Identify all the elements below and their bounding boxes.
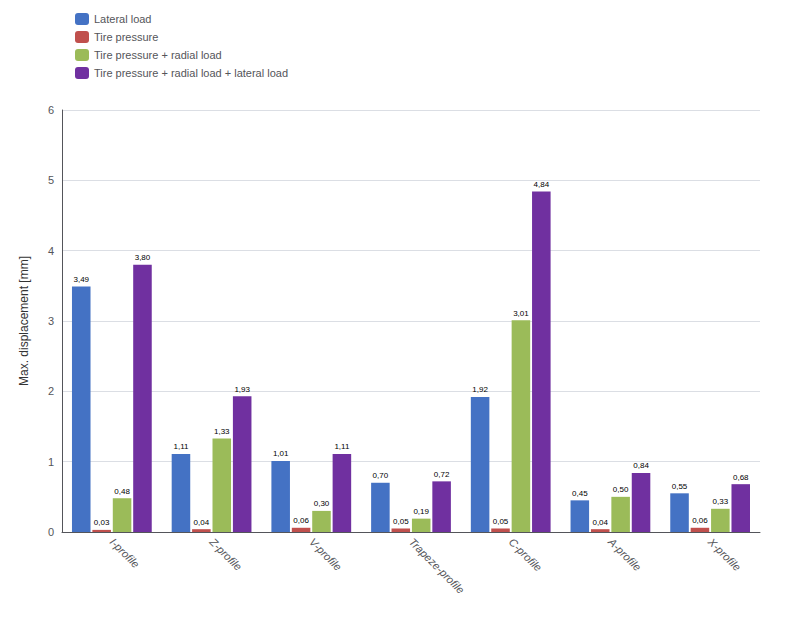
- svg-text:1,11: 1,11: [173, 442, 189, 451]
- svg-text:0,45: 0,45: [572, 489, 588, 498]
- svg-text:0,03: 0,03: [94, 518, 110, 527]
- svg-text:0,06: 0,06: [293, 516, 309, 525]
- svg-text:Tire pressure: Tire pressure: [94, 31, 158, 43]
- svg-text:0,84: 0,84: [633, 461, 649, 470]
- svg-text:3: 3: [48, 315, 54, 327]
- svg-text:0,55: 0,55: [672, 482, 688, 491]
- svg-text:1,11: 1,11: [334, 442, 350, 451]
- svg-text:0,05: 0,05: [493, 517, 509, 526]
- svg-text:1: 1: [48, 456, 54, 468]
- svg-text:0,06: 0,06: [692, 516, 708, 525]
- svg-text:6: 6: [48, 104, 54, 116]
- svg-text:4: 4: [48, 245, 54, 257]
- svg-text:0: 0: [48, 526, 54, 538]
- svg-text:1,92: 1,92: [472, 385, 488, 394]
- svg-text:1,33: 1,33: [214, 427, 230, 436]
- svg-text:0,48: 0,48: [114, 487, 130, 496]
- svg-text:0,19: 0,19: [413, 507, 429, 516]
- svg-text:I-profile: I-profile: [108, 536, 142, 570]
- svg-text:3,80: 3,80: [135, 253, 151, 262]
- svg-text:Tire pressure + radial load +: Tire pressure + radial load + lateral lo…: [94, 67, 288, 79]
- svg-text:0,30: 0,30: [314, 499, 330, 508]
- svg-text:0,05: 0,05: [393, 517, 409, 526]
- svg-text:0,04: 0,04: [592, 518, 608, 527]
- svg-text:X-profile: X-profile: [705, 535, 743, 573]
- svg-text:0,50: 0,50: [613, 485, 629, 494]
- svg-text:4,84: 4,84: [534, 180, 550, 189]
- svg-text:0,04: 0,04: [194, 518, 210, 527]
- svg-text:0,72: 0,72: [434, 470, 450, 479]
- svg-text:A-profile: A-profile: [605, 535, 643, 573]
- svg-text:5: 5: [48, 174, 54, 186]
- svg-text:1,93: 1,93: [234, 385, 250, 394]
- svg-text:V-profile: V-profile: [307, 536, 344, 573]
- svg-text:Z-profile: Z-profile: [207, 535, 245, 573]
- svg-text:C-profile: C-profile: [506, 536, 544, 574]
- svg-text:3,01: 3,01: [513, 309, 529, 318]
- svg-text:Lateral load: Lateral load: [94, 13, 152, 25]
- svg-text:Tire pressure + radial load: Tire pressure + radial load: [94, 49, 222, 61]
- svg-text:1,01: 1,01: [273, 449, 289, 458]
- svg-text:Trapeze-profile: Trapeze-profile: [407, 536, 467, 596]
- svg-text:2: 2: [48, 385, 54, 397]
- svg-text:0,68: 0,68: [733, 473, 749, 482]
- svg-text:0,33: 0,33: [713, 497, 729, 506]
- svg-text:3,49: 3,49: [73, 275, 89, 284]
- svg-text:0,70: 0,70: [373, 471, 389, 480]
- svg-text:Max. displacement [mm]: Max. displacement [mm]: [17, 256, 31, 386]
